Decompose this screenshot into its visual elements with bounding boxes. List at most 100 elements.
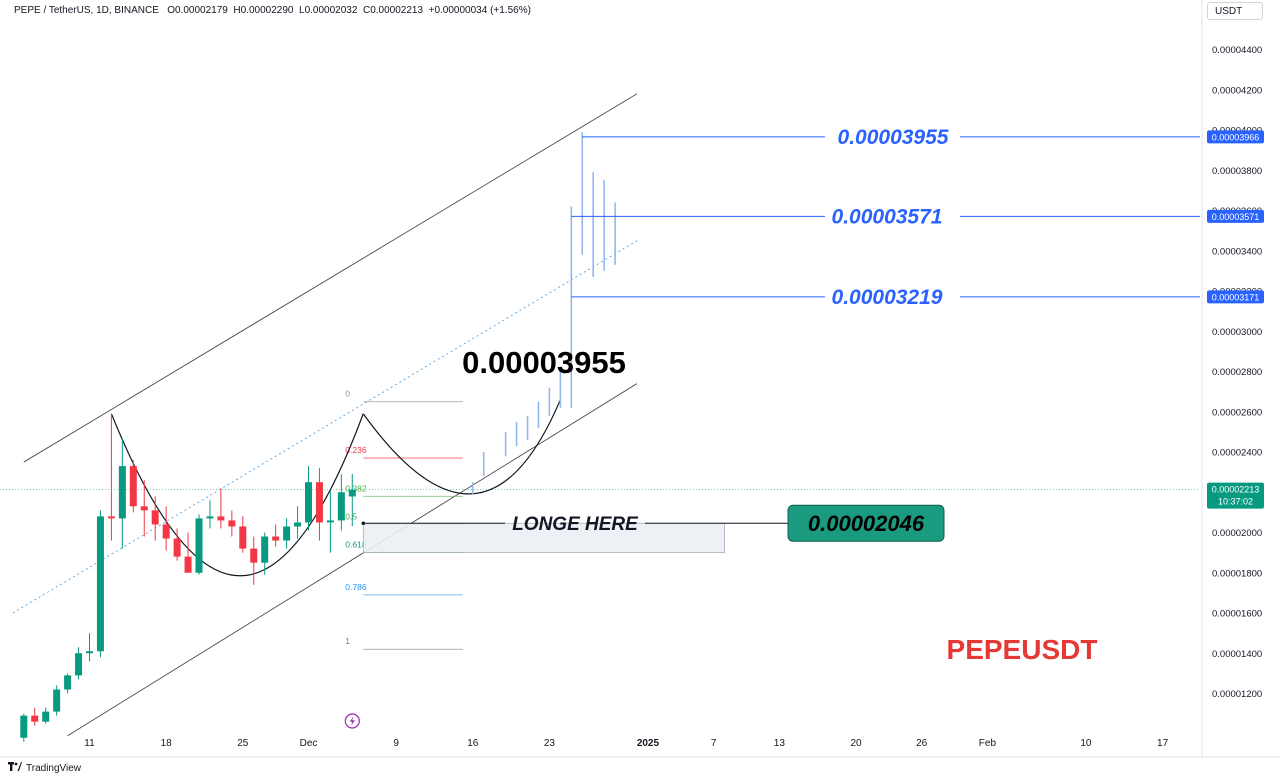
y-tick-label: 0.00002000	[1212, 528, 1262, 539]
candle-body	[315, 482, 323, 523]
watermark-text: PEPEUSDT	[947, 634, 1098, 665]
candle-body	[20, 715, 28, 738]
fib-level-label: 1	[345, 636, 350, 646]
open-value: O0.00002179	[167, 5, 228, 16]
entry-value-box	[787, 504, 945, 542]
candle-body	[75, 653, 83, 676]
target-label: 0.00003571	[832, 205, 943, 228]
candle-body	[53, 689, 61, 712]
fib-level-label: 0.5	[345, 511, 357, 521]
y-tick-label: 0.00001400	[1212, 649, 1262, 660]
x-tick-label: 16	[467, 738, 479, 749]
x-tick-label: 25	[237, 738, 249, 749]
candle-body	[162, 524, 170, 539]
x-tick-label: 2025	[637, 738, 660, 749]
candle-body	[206, 516, 214, 519]
candle-body	[96, 516, 104, 652]
change-value: +0.00000034 (+1.56%)	[428, 5, 531, 16]
candle-body	[173, 538, 181, 557]
candle-body	[31, 715, 39, 722]
candle-body	[184, 556, 192, 573]
target-axis-badge-text: 0.00003171	[1212, 292, 1260, 302]
fib-level-label: 0.786	[345, 582, 367, 592]
tv-logo-icon	[8, 762, 22, 774]
target-axis-badge	[1207, 290, 1264, 304]
candle-body	[272, 536, 280, 541]
y-tick-label: 0.00004400	[1212, 45, 1262, 56]
candle-body	[283, 526, 291, 541]
candle-body	[86, 651, 93, 654]
entry-label: LONGE HERE	[512, 514, 639, 535]
currency-label: USDT	[1215, 6, 1243, 17]
x-tick-label: 13	[774, 738, 786, 749]
candle-body	[250, 548, 258, 563]
candle-body	[261, 536, 269, 563]
fib-level-label: 0	[345, 389, 350, 399]
y-tick-label: 0.00003800	[1212, 166, 1262, 177]
channel-lower-line	[67, 383, 638, 737]
candle-body	[239, 526, 247, 549]
cup-curve-right	[362, 399, 561, 495]
current-price-text: 0.00002213	[1212, 485, 1260, 495]
x-tick-label: 7	[711, 738, 717, 749]
candle-body	[118, 466, 126, 519]
candle-body	[305, 482, 312, 523]
candle-body	[140, 506, 148, 511]
y-tick-label: 0.00001200	[1212, 689, 1262, 700]
x-tick-label: 9	[393, 738, 399, 749]
entry-value-text: 0.00002046	[808, 511, 925, 536]
candle-body	[294, 522, 302, 527]
target-axis-badge-text: 0.00003571	[1212, 212, 1260, 222]
y-tick-label: 0.00001600	[1212, 609, 1262, 620]
fib-level-label: 0.236	[345, 445, 367, 455]
candle-body	[64, 675, 72, 690]
target-axis-badge-text: 0.00003966	[1212, 132, 1260, 142]
x-tick-label: 10	[1080, 738, 1092, 749]
candle-body	[151, 510, 159, 525]
footer-brand[interactable]: TradingView	[8, 762, 81, 774]
x-tick-label: Dec	[300, 738, 318, 749]
candle-body	[337, 492, 345, 521]
y-tick-label: 0.00002400	[1212, 448, 1262, 459]
close-value: C0.00002213	[363, 5, 424, 16]
channel-upper-line	[23, 93, 638, 463]
x-tick-label: 11	[84, 738, 95, 749]
symbol-line: PEPE / TetherUS, 1D, BINANCE	[14, 5, 159, 16]
big-target-text: 0.00003955	[462, 345, 626, 380]
candle-body	[217, 516, 225, 521]
candle-body	[107, 516, 115, 519]
channel-middle-line	[12, 240, 638, 614]
y-tick-label: 0.00002600	[1212, 407, 1262, 418]
symbol-header: PEPE / TetherUS, 1D, BINANCE O0.00002179…	[14, 5, 531, 16]
x-tick-label: 18	[161, 738, 173, 749]
current-price-badge	[1207, 482, 1264, 509]
countdown-text: 10:37:02	[1218, 497, 1253, 507]
candle-body	[228, 520, 236, 527]
candle-body	[129, 466, 137, 507]
x-tick-label: 20	[850, 738, 862, 749]
y-tick-label: 0.00002800	[1212, 367, 1262, 378]
target-label: 0.00003955	[838, 126, 949, 149]
target-axis-badge	[1207, 209, 1264, 223]
brand-name: TradingView	[26, 762, 82, 774]
y-tick-label: 0.00004200	[1212, 85, 1262, 96]
high-value: H0.00002290	[233, 5, 294, 16]
candle-body	[348, 489, 356, 497]
low-value: L0.00002032	[299, 5, 358, 16]
x-tick-label: 26	[916, 738, 928, 749]
entry-zone-box	[362, 522, 725, 553]
cup-curve-left	[110, 413, 364, 577]
x-tick-label: 23	[544, 738, 556, 749]
target-axis-badge	[1207, 130, 1264, 144]
y-tick-label: 0.00003000	[1212, 327, 1262, 338]
candle-body	[195, 518, 203, 573]
y-tick-label: 0.00003400	[1212, 246, 1262, 257]
candle-body	[326, 520, 334, 523]
y-tick-label: 0.00001800	[1212, 568, 1262, 579]
currency-selector[interactable]: USDT	[1207, 2, 1263, 20]
candle-body	[42, 711, 50, 722]
x-tick-label: Feb	[979, 738, 997, 749]
fib-level-label: 0.382	[345, 483, 367, 493]
fib-level-label: 0.618	[345, 540, 367, 550]
